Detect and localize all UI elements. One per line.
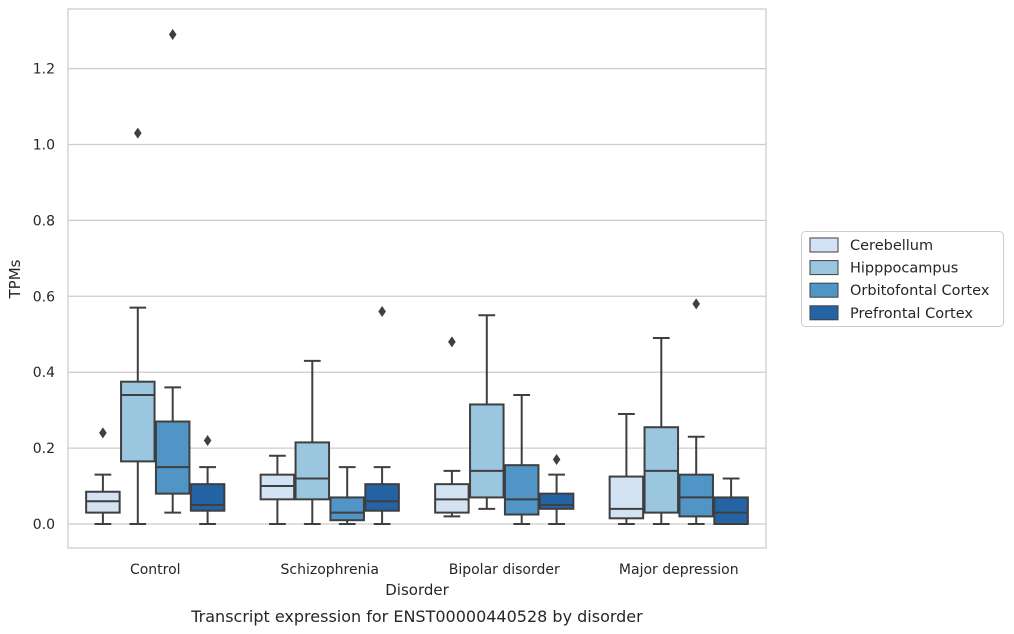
box-orbitofontal-cortex bbox=[503, 393, 540, 525]
y-tick-label: 1.0 bbox=[33, 138, 55, 154]
box-iqr bbox=[713, 496, 749, 525]
box-iqr bbox=[469, 403, 505, 499]
legend-label: Orbitofontal Cortex bbox=[850, 283, 990, 299]
legend: Cerebellum Hipppocampus Orbitofontal Corte… bbox=[801, 231, 1004, 327]
box-iqr bbox=[120, 380, 156, 463]
box-cerebellum bbox=[434, 336, 470, 518]
box-hipppocampus bbox=[120, 127, 156, 525]
outlier-point bbox=[448, 336, 456, 348]
outlier-point bbox=[168, 28, 177, 40]
x-tick-label: Major depression bbox=[619, 562, 739, 578]
box-iqr bbox=[294, 441, 331, 501]
box-iqr bbox=[189, 483, 226, 512]
box-orbitofontal-cortex bbox=[329, 466, 365, 525]
box-prefrontal-cortex bbox=[189, 435, 226, 525]
y-tick-label: 0.6 bbox=[33, 289, 55, 305]
legend-swatch bbox=[809, 305, 839, 321]
box-cerebellum bbox=[608, 412, 645, 525]
outlier-point bbox=[134, 127, 142, 139]
box-iqr bbox=[154, 420, 191, 495]
box-hipppocampus bbox=[643, 337, 680, 525]
box-prefrontal-cortex bbox=[713, 477, 749, 525]
plot-frame bbox=[67, 8, 767, 549]
box-iqr bbox=[608, 475, 645, 520]
box-prefrontal-cortex bbox=[538, 453, 575, 525]
box-hipppocampus bbox=[469, 314, 505, 510]
box-iqr bbox=[364, 483, 400, 512]
y-axis-label: TPMs bbox=[6, 259, 24, 299]
box-iqr bbox=[503, 464, 540, 516]
legend-frame bbox=[801, 231, 1004, 327]
x-tick-labels: Control Schizophrenia Bipolar disorder Majo… bbox=[130, 562, 739, 578]
box-orbitofontal-cortex bbox=[678, 298, 714, 525]
legend-swatch bbox=[809, 282, 839, 298]
box-cerebellum bbox=[259, 454, 296, 525]
y-tick-labels: 0.0 0.2 0.4 0.6 0.8 1.0 1.2 bbox=[33, 62, 55, 533]
x-axis-label: Disorder bbox=[385, 581, 449, 599]
outlier-point bbox=[552, 453, 561, 465]
box-prefrontal-cortex bbox=[364, 305, 400, 525]
box-orbitofontal-cortex bbox=[154, 28, 191, 514]
outlier-point bbox=[203, 435, 212, 447]
x-tick-label: Bipolar disorder bbox=[449, 562, 560, 578]
box-hipppocampus bbox=[294, 359, 331, 525]
legend-swatch bbox=[809, 237, 839, 253]
x-tick-label: Schizophrenia bbox=[281, 562, 379, 578]
box-iqr bbox=[538, 492, 575, 510]
x-tick-label: Control bbox=[130, 562, 181, 578]
box-iqr bbox=[678, 473, 714, 518]
box-cerebellum bbox=[85, 427, 121, 525]
y-tick-label: 0.0 bbox=[33, 517, 55, 533]
box-groups bbox=[85, 28, 749, 525]
outlier-point bbox=[99, 427, 107, 439]
legend-swatch bbox=[809, 260, 839, 276]
outlier-point bbox=[692, 298, 700, 310]
box-iqr bbox=[329, 496, 365, 522]
y-tick-label: 1.2 bbox=[33, 62, 55, 78]
y-tick-label: 0.8 bbox=[33, 213, 55, 229]
legend-label: Cerebellum bbox=[850, 238, 933, 254]
chart-caption: Transcript expression for ENST0000044052… bbox=[190, 607, 643, 626]
legend-label: Prefrontal Cortex bbox=[850, 306, 973, 322]
y-tick-label: 0.4 bbox=[33, 365, 55, 381]
legend-label: Hipppocampus bbox=[850, 261, 958, 277]
y-tick-label: 0.2 bbox=[33, 441, 55, 457]
outlier-point bbox=[378, 305, 386, 317]
